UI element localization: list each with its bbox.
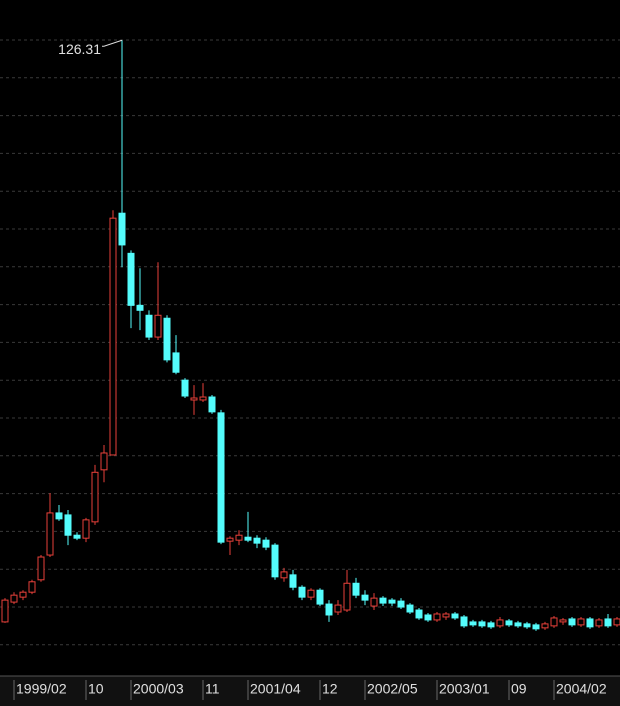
candle-body <box>271 544 279 578</box>
candle-body <box>424 614 432 621</box>
x-tick-label: 2003/01 <box>439 681 490 697</box>
candle-body <box>469 621 477 626</box>
candle-body <box>73 534 81 539</box>
candle-body <box>415 609 423 619</box>
candle-body <box>613 618 620 626</box>
candle-body <box>163 317 171 361</box>
candle-body <box>559 619 567 623</box>
candle-body <box>253 537 261 544</box>
candle-body <box>298 586 306 598</box>
candle-body <box>478 621 486 627</box>
candle-body <box>532 624 540 630</box>
candle-body <box>505 620 513 626</box>
candle-body <box>217 412 225 543</box>
candle-body <box>460 616 468 627</box>
candle-body <box>325 603 333 616</box>
candle-body <box>370 597 378 607</box>
candle-body <box>316 589 324 605</box>
max-label: 126.31 <box>58 41 101 57</box>
x-axis: 1999/02 10 2000/03 11 2001/04 12 2002/05 2003/0… <box>13 680 607 700</box>
candle-body <box>100 452 108 471</box>
candle-body <box>127 252 135 306</box>
candle-body <box>118 212 126 246</box>
candle-body <box>307 589 315 598</box>
x-tick-label: 2000/03 <box>133 681 184 697</box>
candle-body <box>136 304 144 311</box>
x-tick-label: 2001/04 <box>250 681 301 697</box>
x-axis-bar <box>0 676 620 706</box>
x-tick-label: 1999/02 <box>16 681 67 697</box>
candle-body <box>19 591 27 598</box>
x-tick-label: 10 <box>88 681 104 697</box>
candle-body <box>172 352 180 373</box>
candle-body <box>352 582 360 596</box>
x-tick-label: 2004/02 <box>556 681 607 697</box>
candle-body <box>334 604 342 613</box>
candle-body <box>154 314 162 338</box>
candle-body <box>55 512 63 520</box>
candle-body <box>577 618 585 626</box>
candle-body <box>487 622 495 628</box>
candle-body <box>226 537 234 542</box>
candles: 126.31 <box>1 39 620 631</box>
candle-body <box>379 597 387 604</box>
x-tick-label: 12 <box>322 681 338 697</box>
candle-body <box>190 397 198 401</box>
candle-body <box>28 581 36 593</box>
candle-body <box>568 618 576 626</box>
candle-body <box>604 618 612 627</box>
candle-body <box>235 534 243 541</box>
candle-body <box>343 582 351 611</box>
candle-body <box>109 217 117 456</box>
candle-body <box>82 519 90 539</box>
candle-body <box>595 619 603 627</box>
x-tick-label: 2002/05 <box>367 681 418 697</box>
candle-body <box>388 599 396 604</box>
candle-body <box>181 379 189 397</box>
x-tick-label: 11 <box>205 681 220 697</box>
candle-body <box>91 471 99 523</box>
candle-body <box>64 514 72 536</box>
candle-body <box>145 314 153 338</box>
candle-body <box>541 623 549 629</box>
candle-body <box>361 594 369 601</box>
candle-body <box>442 613 450 618</box>
candle-body <box>406 604 414 613</box>
candle-body <box>1 599 9 623</box>
candle-body <box>289 574 297 588</box>
candle-body <box>496 619 504 627</box>
candle-body <box>208 396 216 413</box>
candle-body <box>550 617 558 627</box>
candle-body <box>397 600 405 608</box>
annotation-line <box>102 39 123 47</box>
candle-body <box>514 622 522 627</box>
grid <box>0 39 620 646</box>
candle-body <box>37 556 45 581</box>
candle-body <box>280 571 288 579</box>
candle-body <box>46 512 54 556</box>
candle-body <box>451 613 459 619</box>
candle-body <box>244 536 252 541</box>
x-tick-label: 09 <box>511 681 527 697</box>
candle-body <box>10 594 18 603</box>
candle-body <box>523 623 531 628</box>
candle-body <box>199 396 207 401</box>
candle-body <box>586 618 594 628</box>
candle-body <box>262 539 270 548</box>
candle-body <box>433 613 441 621</box>
